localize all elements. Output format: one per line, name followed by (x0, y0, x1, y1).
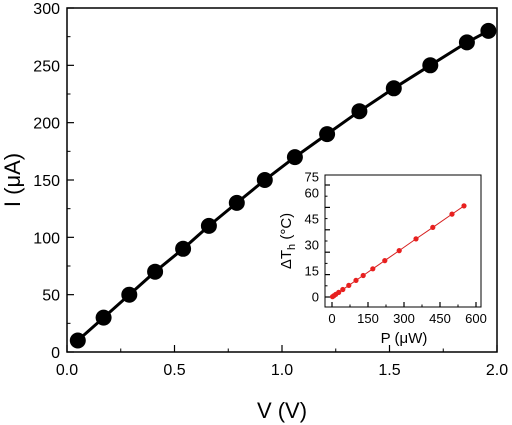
inset-x-tick-label: 150 (357, 311, 379, 326)
inset-data-point (360, 272, 366, 279)
main-data-point (200, 217, 217, 234)
inset-series-points (329, 203, 467, 300)
inset-x-axis-title: P (μW) (381, 330, 428, 347)
main-y-tick-label: 150 (33, 173, 60, 190)
main-data-point (351, 103, 368, 120)
main-y-axis-title: I (μA) (0, 153, 25, 207)
inset-data-point (346, 282, 352, 288)
inset-data-point (396, 248, 402, 254)
main-tick-labels: 0.0 0.5 1.0 1.5 2.0 0 50 100 150 200 250… (33, 1, 508, 379)
inset-data-point (413, 236, 419, 242)
inset-y-tick-label: 30 (305, 238, 319, 253)
inset-y-tick-label: 75 (305, 170, 319, 185)
inset-data-point (461, 203, 467, 209)
main-data-point (256, 172, 273, 188)
main-data-point (147, 263, 164, 280)
main-data-point (422, 57, 439, 74)
inset-data-point (336, 289, 342, 295)
main-data-point (286, 149, 303, 166)
inset-tick-labels: 0 150 300 450 600 0 15 30 45 60 75 (305, 170, 487, 327)
inset-ticks (325, 184, 477, 307)
main-data-point (319, 126, 336, 143)
main-data-point (121, 286, 138, 303)
inset-y-tick-label: 15 (305, 264, 319, 279)
main-x-axis-title: V (V) (257, 398, 307, 423)
main-x-tick-label: 2.0 (486, 362, 508, 379)
inset-x-tick-label: 0 (328, 311, 335, 326)
inset-data-point (430, 224, 436, 230)
main-ticks (66, 7, 498, 353)
main-data-point (69, 332, 86, 349)
main-y-tick-label: 300 (33, 1, 60, 18)
inset-y-tick-label: 45 (305, 212, 319, 227)
inset-x-tick-label: 450 (429, 311, 451, 326)
main-x-tick-label: 1.5 (378, 362, 400, 379)
main-y-tick-label: 250 (33, 58, 60, 75)
inset-data-point (382, 258, 388, 264)
main-x-tick-label: 0.0 (56, 362, 78, 379)
inset-y-axis-title: ΔTh (°C) (278, 213, 298, 269)
main-y-tick-label: 0 (51, 345, 60, 362)
main-y-tick-label: 100 (33, 230, 60, 247)
inset-data-point (353, 277, 359, 283)
main-data-point (175, 240, 192, 257)
inset-x-tick-label: 600 (465, 311, 487, 326)
main-x-tick-label: 0.5 (163, 362, 185, 379)
inset-y-tick-label: 60 (305, 186, 319, 201)
main-series-points (69, 22, 497, 349)
main-data-point (95, 309, 112, 326)
main-data-point (385, 80, 402, 97)
inset-data-point (340, 286, 346, 293)
main-x-tick-label: 1.0 (271, 362, 293, 379)
main-data-point (228, 194, 245, 211)
main-data-point (480, 22, 497, 39)
inset-data-point (370, 266, 376, 272)
inset-y-tick-label: 0 (312, 290, 319, 305)
main-y-tick-label: 200 (33, 116, 60, 133)
inset-x-tick-label: 300 (393, 311, 415, 326)
main-y-tick-label: 50 (42, 288, 60, 305)
main-data-point (458, 34, 475, 51)
inset-data-point (449, 211, 455, 217)
inset-chart: 0 150 300 450 600 0 15 30 45 60 75 P (μW… (278, 170, 487, 348)
